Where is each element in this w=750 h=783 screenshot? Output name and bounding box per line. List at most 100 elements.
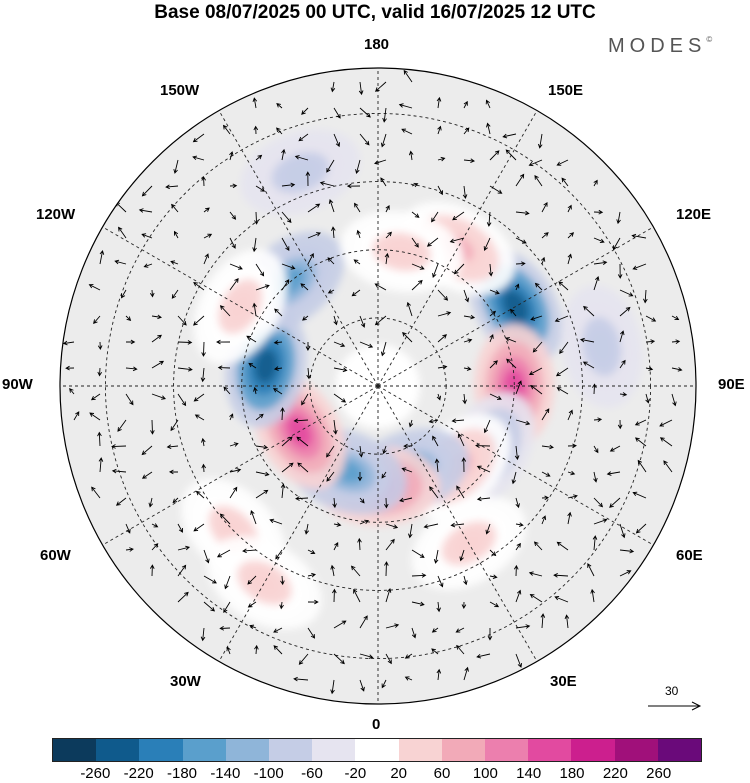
wind-arrow: [90, 393, 101, 401]
wind-arrow: [200, 367, 206, 383]
wind-arrow: [296, 436, 309, 447]
wind-arrow: [254, 211, 259, 225]
wind-arrow: [561, 177, 569, 187]
wind-arrow: [192, 133, 205, 143]
wind-arrow: [433, 549, 439, 564]
wind-arrow: [255, 444, 269, 450]
wind-arrow: [125, 393, 134, 406]
lon-label-90e: 90E: [718, 376, 745, 393]
wind-arrow: [590, 588, 595, 603]
wind-arrow: [453, 263, 465, 275]
wind-arrow: [582, 361, 595, 369]
wind-arrow: [353, 588, 361, 603]
wind-arrow: [248, 362, 257, 369]
wind-arrow: [408, 419, 414, 428]
wind-arrow: [229, 211, 237, 220]
wind-arrow: [280, 407, 285, 421]
wind-arrow: [554, 315, 569, 323]
vector-scale-arrow: [648, 701, 702, 711]
wind-arrow: [223, 601, 231, 613]
wind-arrow: [437, 156, 446, 162]
wind-arrow: [359, 679, 365, 692]
wind-arrow: [634, 419, 647, 426]
wind-arrow: [619, 523, 626, 539]
wind-arrow: [327, 257, 335, 265]
wind-arrow: [411, 263, 425, 270]
colorbar-tick-label: 60: [433, 765, 451, 782]
wind-arrow: [401, 128, 413, 135]
wind-arrow: [567, 253, 573, 265]
wind-arrow: [319, 181, 335, 187]
wind-arrow: [567, 494, 578, 499]
wind-arrow: [411, 279, 423, 291]
wind-arrow: [398, 103, 413, 109]
wind-arrow: [125, 366, 138, 372]
wind-arrow: [537, 133, 543, 149]
wind-arrow: [645, 393, 650, 404]
wind-arrow: [489, 289, 500, 295]
wind-arrow: [567, 409, 573, 421]
wind-arrow: [193, 393, 205, 402]
wind-arrow: [203, 233, 213, 239]
colorbar-swatch: [657, 739, 702, 761]
height-anomaly-field: [181, 129, 643, 630]
wind-arrow: [515, 589, 522, 603]
wind-arrow: [643, 289, 648, 304]
wind-arrow: [593, 179, 598, 187]
wind-arrow: [326, 445, 335, 458]
wind-arrow: [554, 595, 569, 603]
wind-arrow: [293, 676, 309, 682]
colorbar-swatch: [225, 739, 270, 761]
wind-arrow: [177, 523, 183, 533]
colorbar-tick-label: 180: [559, 765, 585, 782]
wind-arrow: [355, 159, 361, 174]
anomaly-contour: [502, 290, 529, 323]
wind-arrow: [556, 387, 569, 395]
wind-arrow: [408, 523, 413, 539]
wind-arrow: [556, 159, 569, 166]
colorbar-swatch: [96, 739, 140, 761]
colorbar-swatch: [355, 739, 399, 761]
wind-arrow: [69, 388, 75, 395]
lon-label-120e: 120E: [676, 206, 712, 223]
wind-arrow: [255, 471, 270, 477]
wind-arrow: [307, 203, 321, 213]
wind-arrow: [461, 457, 467, 473]
wind-arrow: [255, 284, 270, 291]
wind-arrow: [488, 263, 494, 277]
wind-arrow: [273, 366, 283, 371]
wind-arrow: [125, 339, 136, 345]
wind-arrow: [249, 624, 257, 629]
wind-arrow: [151, 334, 162, 343]
wind-arrow: [121, 289, 127, 299]
wind-arrow: [275, 549, 283, 560]
wind-arrow: [401, 467, 413, 473]
wind-arrow: [583, 305, 595, 317]
wind-arrow: [177, 545, 191, 551]
wind-arrow: [252, 302, 257, 317]
wind-arrow: [151, 523, 159, 528]
wind-arrow: [382, 445, 387, 455]
wind-arrow: [514, 445, 520, 461]
wind-arrow: [281, 263, 296, 270]
wind-arrow: [408, 150, 414, 161]
wind-arrow: [455, 627, 465, 633]
brand-logo: MODES©: [608, 35, 712, 58]
wind-arrow: [216, 339, 231, 345]
wind-arrow: [125, 315, 132, 322]
wind-arrow: [437, 575, 444, 588]
wind-arrow: [385, 231, 392, 239]
wind-arrow: [203, 575, 217, 584]
wind-arrow: [428, 418, 439, 424]
wind-arrow: [281, 237, 290, 252]
wind-arrow: [613, 237, 621, 251]
meridian-line: [377, 385, 538, 662]
wind-arrow: [62, 340, 75, 346]
wind-arrow: [281, 148, 286, 161]
wind-arrow: [541, 495, 550, 501]
wind-arrow: [298, 653, 309, 665]
wind-arrow: [593, 471, 598, 483]
wind-arrow: [255, 413, 264, 421]
wind-arrow: [671, 367, 683, 372]
